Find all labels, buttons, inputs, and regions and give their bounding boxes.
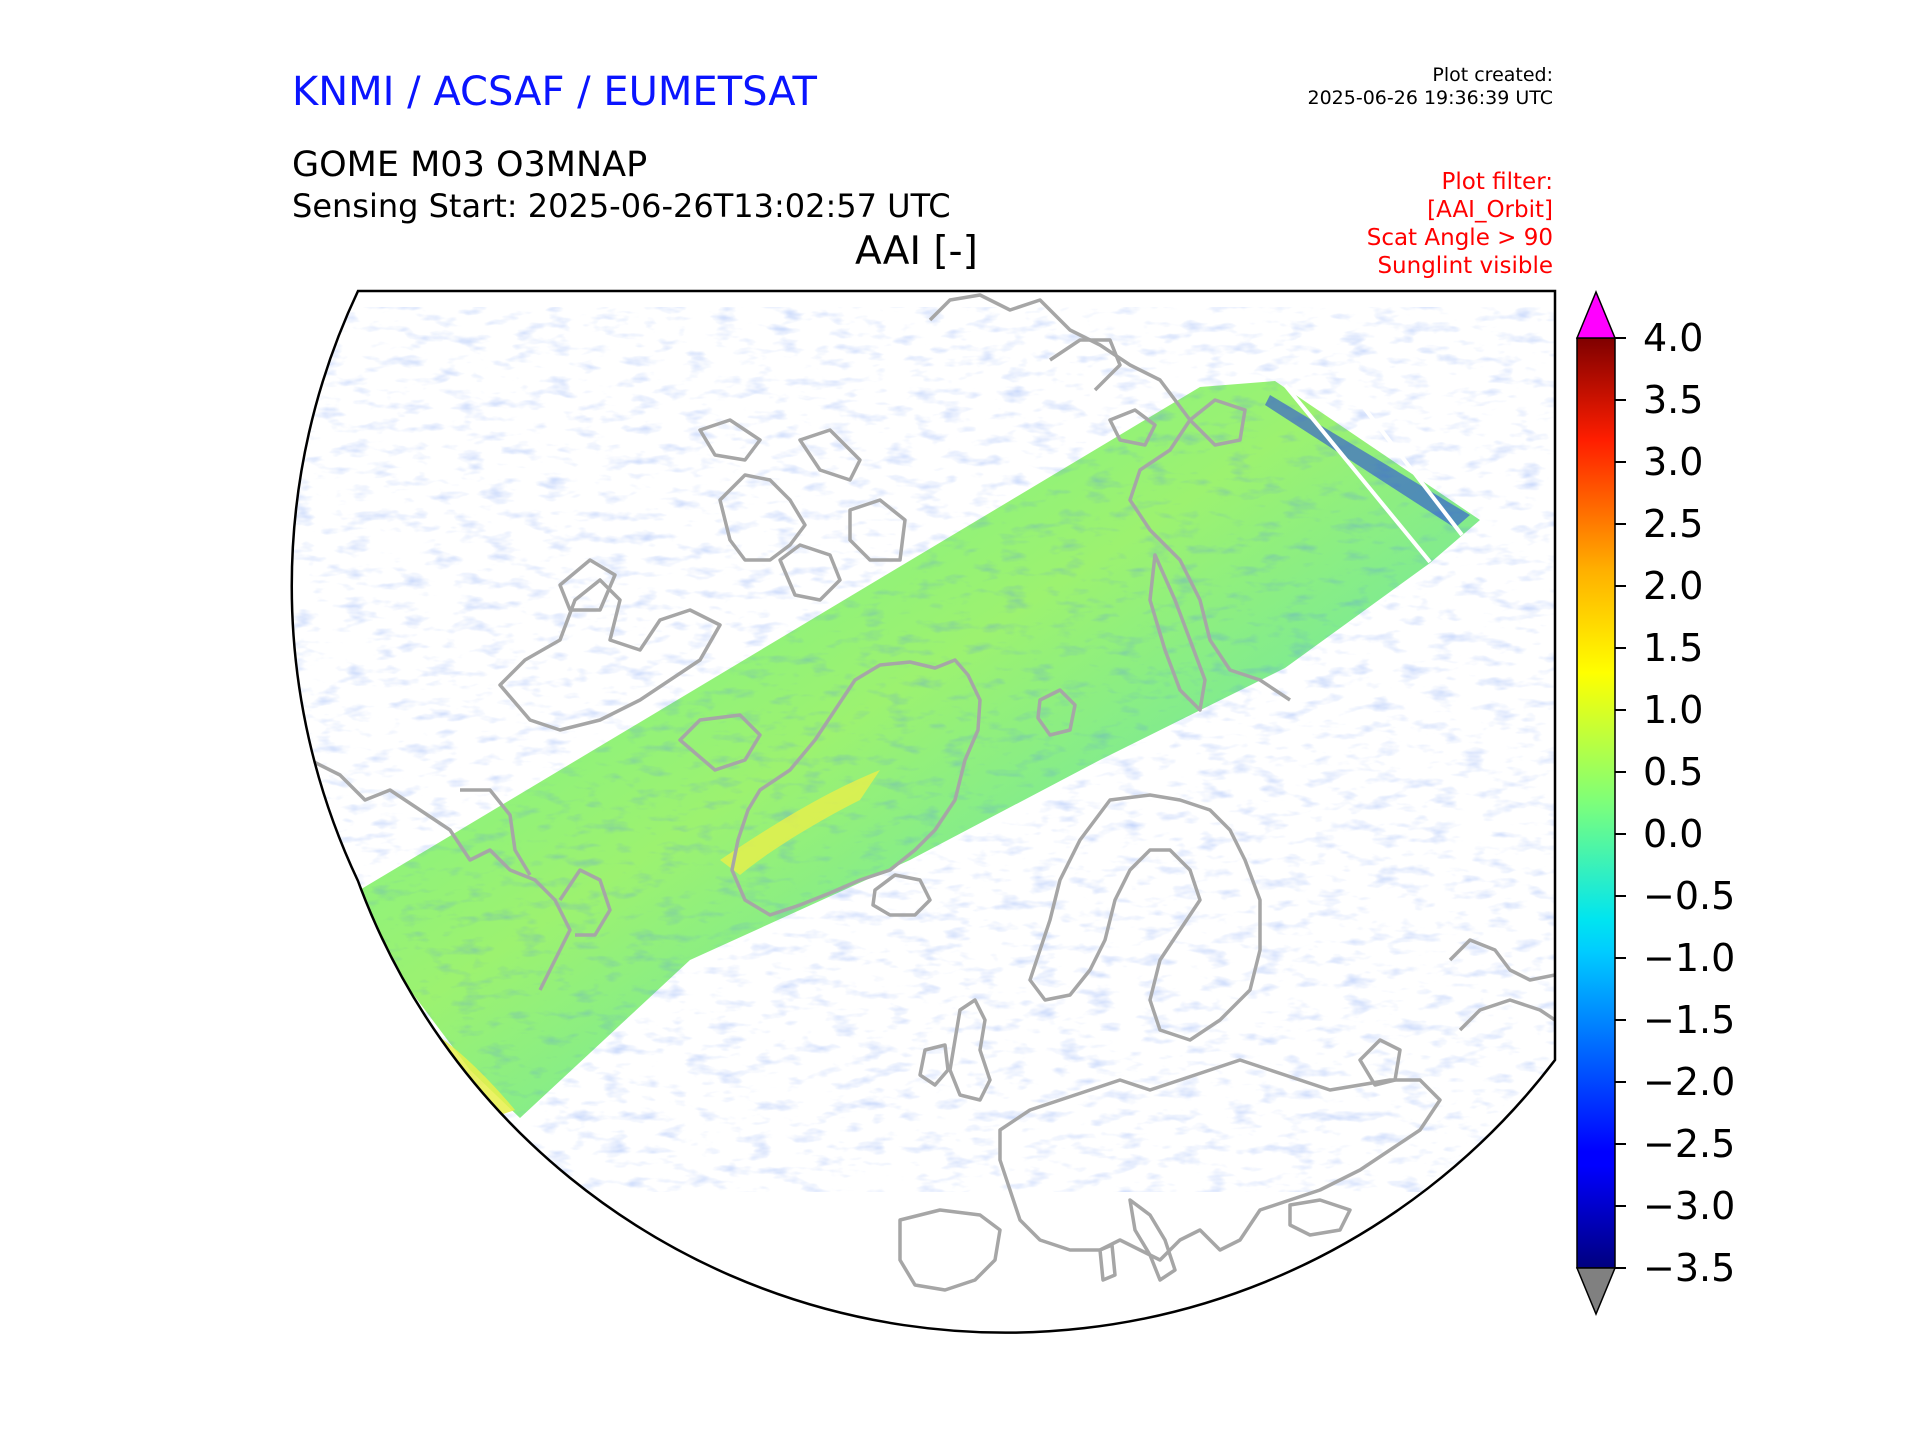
colorbar-tick-label: 3.5: [1643, 378, 1704, 422]
colorbar-ticks: [1615, 337, 1626, 1269]
plot-filter-scat-angle: Scat Angle > 90: [1366, 225, 1553, 251]
colorbar-tick-label: −0.5: [1643, 874, 1736, 918]
colorbar-tick-label: −1.0: [1643, 936, 1736, 980]
coastlines: [309, 293, 1555, 1292]
plot-created-label: Plot created:: [1432, 64, 1553, 86]
colorbar-tick-label: −2.0: [1643, 1060, 1736, 1104]
colorbar-tick-label: 4.0: [1643, 316, 1704, 360]
colorbar: [1575, 290, 1626, 1316]
product-title: GOME M03 O3MNAP: [292, 145, 648, 185]
colorbar-tick-label: 1.0: [1643, 688, 1704, 732]
colorbar-tick-label: −3.0: [1643, 1184, 1736, 1228]
colorbar-tick-label: 1.5: [1643, 626, 1704, 670]
colorbar-tick-label: 2.0: [1643, 564, 1704, 608]
aai-swath: [358, 381, 1480, 1118]
colorbar-tick-label: 2.5: [1643, 502, 1704, 546]
plot-filter-orbit: [AAI_Orbit]: [1427, 197, 1553, 223]
colorbar-tick-label: 0.5: [1643, 750, 1704, 794]
plot-filter-sunglint: Sunglint visible: [1377, 253, 1553, 279]
colorbar-tick-label: 0.0: [1643, 812, 1704, 856]
colorbar-tick-label: −2.5: [1643, 1122, 1736, 1166]
plot-created-timestamp: 2025-06-26 19:36:39 UTC: [1307, 87, 1554, 109]
colorbar-tick-label: −3.5: [1643, 1246, 1736, 1290]
colorbar-extend-under: [1575, 1267, 1617, 1316]
colorbar-tick-label: 3.0: [1643, 440, 1704, 484]
colorbar-extend-over: [1575, 290, 1617, 339]
sensing-start: Sensing Start: 2025-06-26T13:02:57 UTC: [292, 187, 951, 225]
colorbar-gradient: [1576, 337, 1616, 1269]
map-frame: [290, 289, 1557, 1334]
plot-filter-label: Plot filter:: [1441, 169, 1553, 195]
colorbar-tick-label: −1.5: [1643, 998, 1736, 1042]
organisation-title: KNMI / ACSAF / EUMETSAT: [292, 69, 817, 115]
variable-title: AAI [-]: [855, 229, 978, 274]
